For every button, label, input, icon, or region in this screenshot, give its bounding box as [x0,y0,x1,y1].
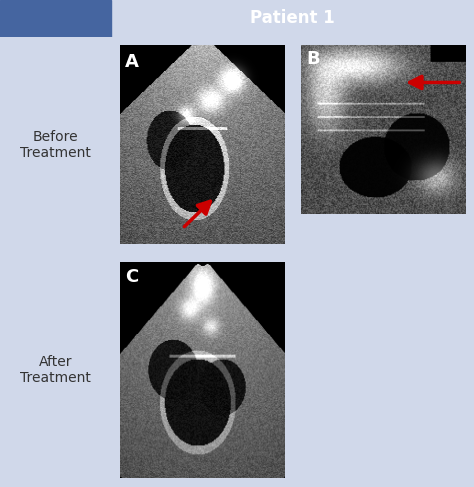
Text: Before
Treatment: Before Treatment [20,130,91,160]
Text: Patient 1: Patient 1 [250,9,335,27]
Text: B: B [306,50,320,68]
Text: After
Treatment: After Treatment [20,355,91,385]
Text: C: C [125,268,138,286]
Bar [0,0,111,37]
Text: A: A [125,53,139,71]
